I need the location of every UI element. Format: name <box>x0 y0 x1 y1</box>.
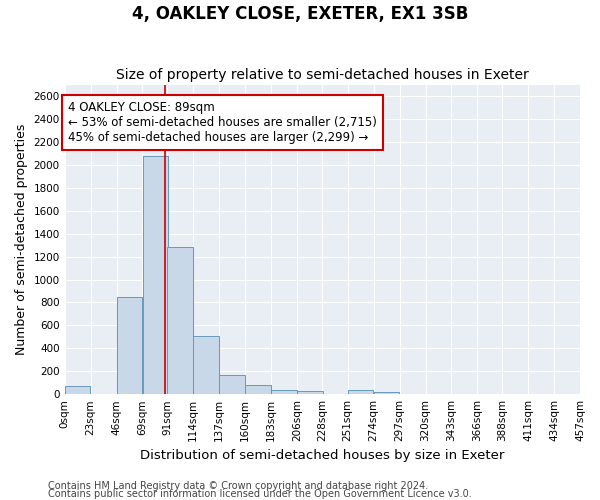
Bar <box>374 392 400 394</box>
Bar <box>348 390 373 394</box>
Text: Contains public sector information licensed under the Open Government Licence v3: Contains public sector information licen… <box>48 489 472 499</box>
Bar <box>271 390 297 394</box>
Bar <box>297 390 323 394</box>
Text: Contains HM Land Registry data © Crown copyright and database right 2024.: Contains HM Land Registry data © Crown c… <box>48 481 428 491</box>
Bar <box>220 376 245 394</box>
Bar <box>167 247 193 394</box>
Bar <box>65 386 91 394</box>
X-axis label: Distribution of semi-detached houses by size in Exeter: Distribution of semi-detached houses by … <box>140 450 505 462</box>
Y-axis label: Number of semi-detached properties: Number of semi-detached properties <box>15 124 28 355</box>
Bar <box>143 156 168 394</box>
Text: 4, OAKLEY CLOSE, EXETER, EX1 3SB: 4, OAKLEY CLOSE, EXETER, EX1 3SB <box>132 5 468 23</box>
Bar <box>117 296 142 394</box>
Bar <box>193 336 219 394</box>
Title: Size of property relative to semi-detached houses in Exeter: Size of property relative to semi-detach… <box>116 68 529 82</box>
Bar <box>245 385 271 394</box>
Text: 4 OAKLEY CLOSE: 89sqm
← 53% of semi-detached houses are smaller (2,715)
45% of s: 4 OAKLEY CLOSE: 89sqm ← 53% of semi-deta… <box>68 100 377 144</box>
